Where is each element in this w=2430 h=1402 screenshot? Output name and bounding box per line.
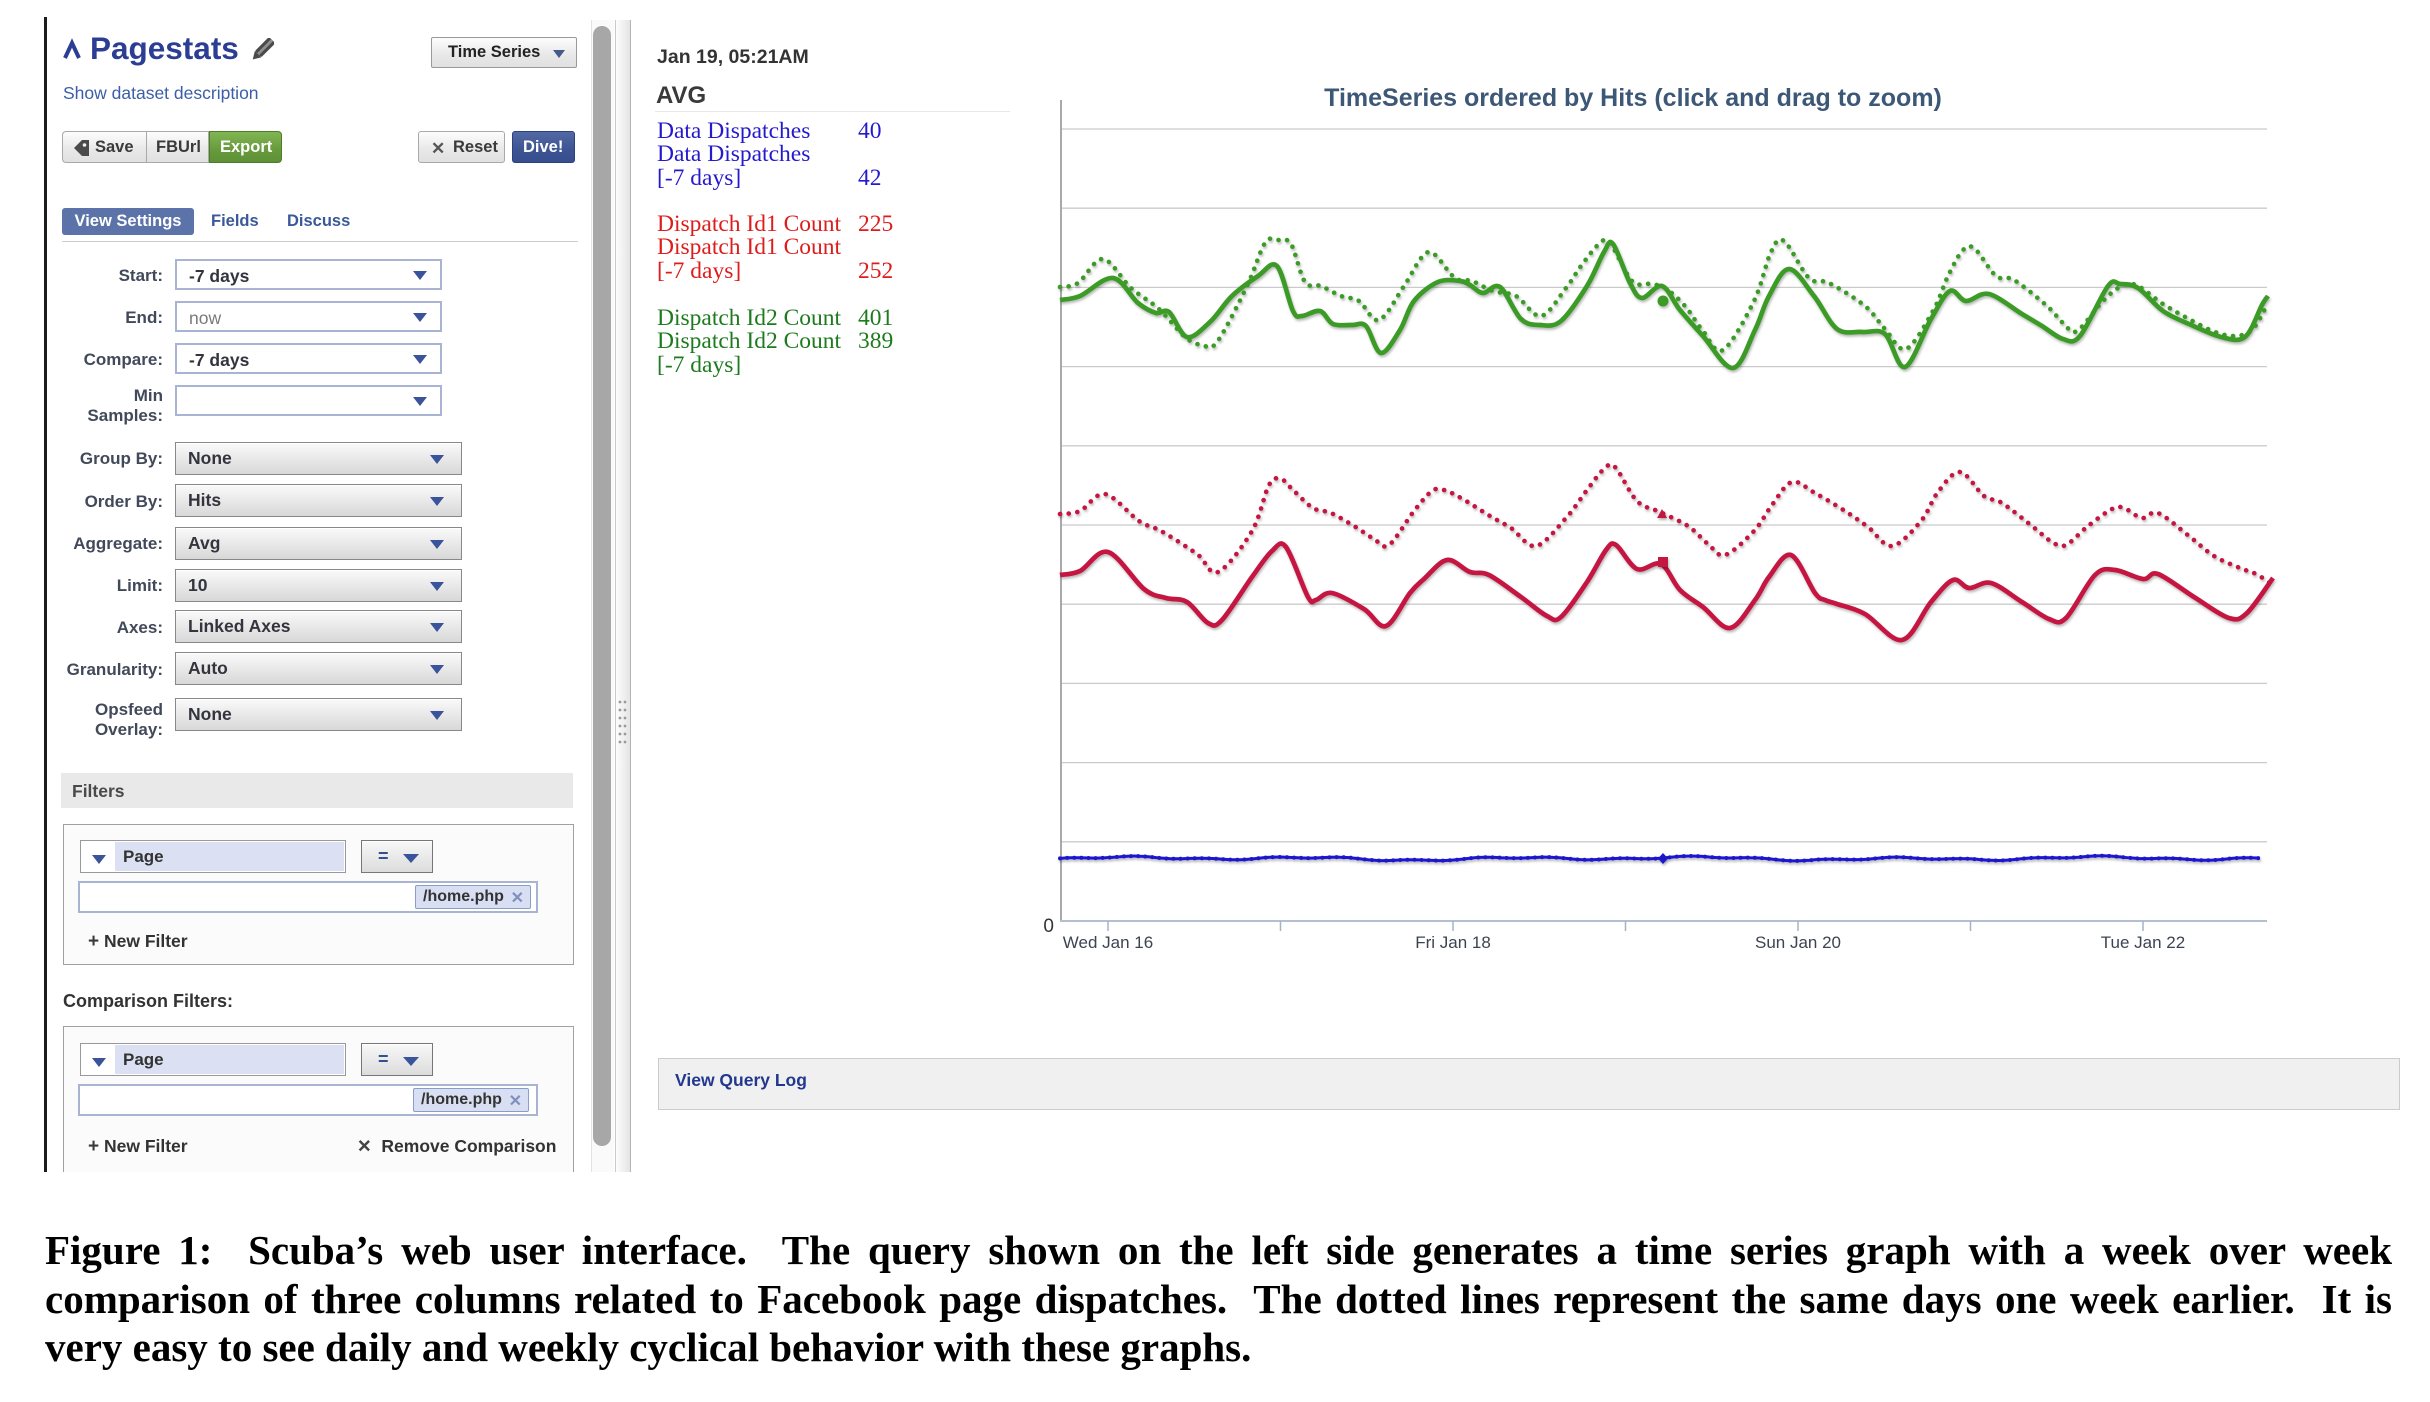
svg-text:Sun Jan 20: Sun Jan 20 (1755, 933, 1841, 952)
svg-text:Fri Jan 18: Fri Jan 18 (1415, 933, 1491, 952)
svg-text:0: 0 (1043, 916, 1054, 937)
svg-text:TimeSeries ordered by Hits (cl: TimeSeries ordered by Hits (click and dr… (1324, 84, 1942, 112)
svg-text:Tue Jan 22: Tue Jan 22 (2101, 933, 2185, 952)
svg-text:Wed Jan 16: Wed Jan 16 (1063, 933, 1153, 952)
